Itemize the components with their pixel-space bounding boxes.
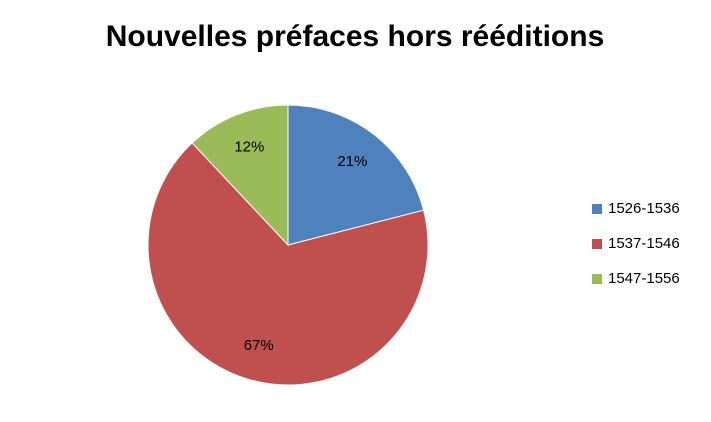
legend-label: 1526-1536 <box>608 200 680 217</box>
legend-label: 1537-1546 <box>608 235 680 252</box>
chart-title: Nouvelles préfaces hors rééditions <box>106 20 605 53</box>
data-label: 12% <box>234 138 264 155</box>
data-label: 67% <box>244 337 274 354</box>
pie-slice <box>191 104 289 247</box>
legend-label: 1547-1556 <box>608 270 680 287</box>
legend-swatch <box>592 274 602 284</box>
legend-swatch <box>592 239 602 249</box>
legend-swatch <box>592 204 602 214</box>
pie-slice <box>147 142 429 386</box>
pie-slice <box>287 104 425 246</box>
data-label: 21% <box>337 153 367 170</box>
